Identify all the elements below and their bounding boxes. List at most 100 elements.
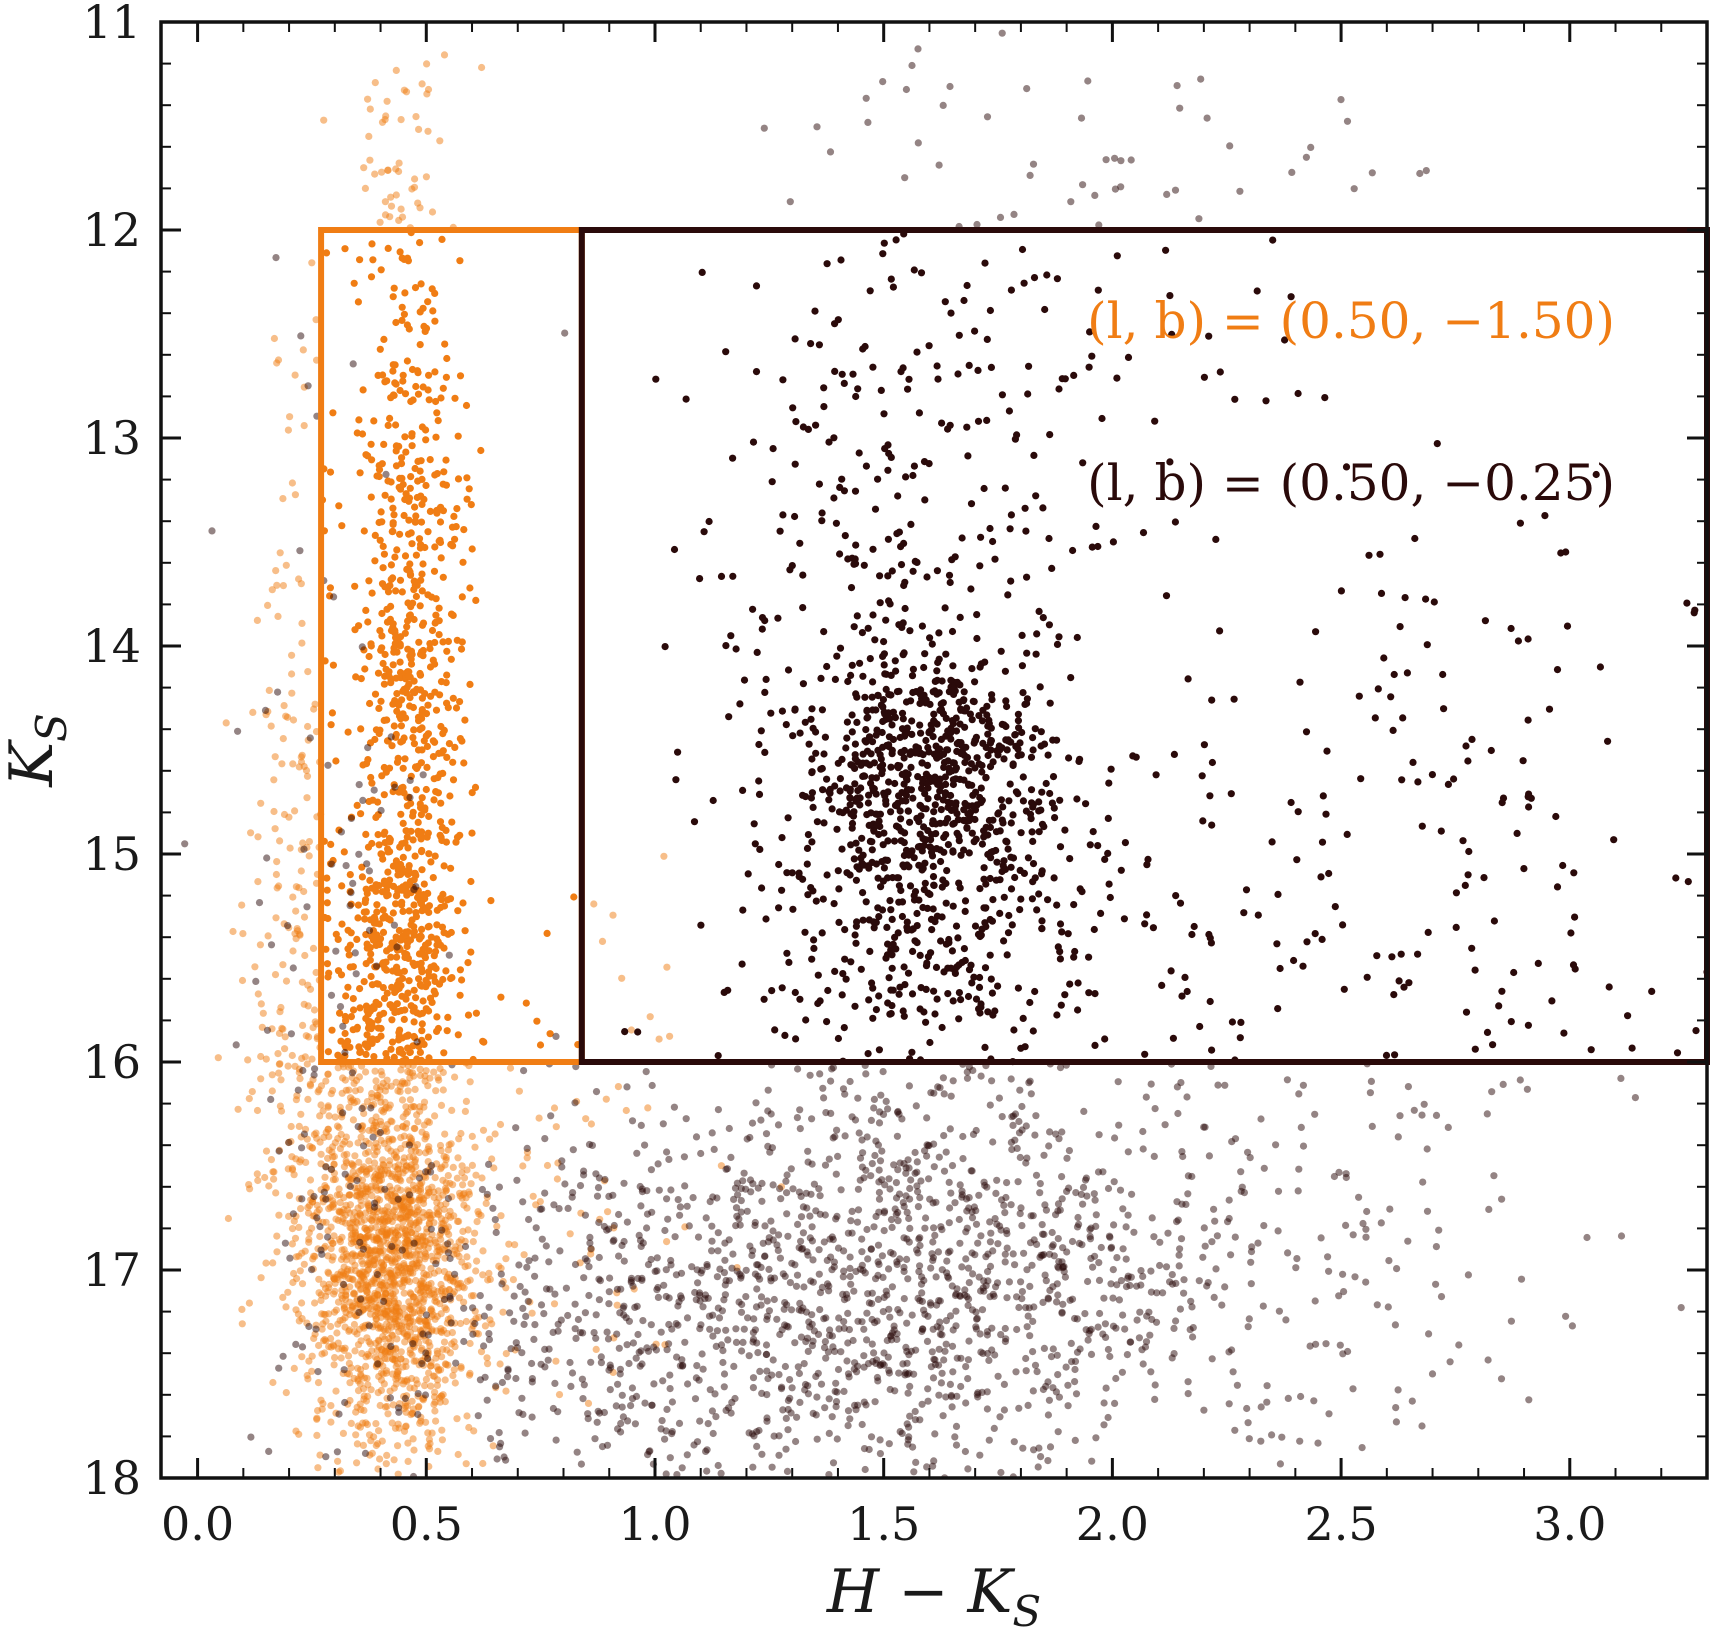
data-point (373, 908, 381, 916)
data-point (793, 1114, 802, 1122)
data-point (906, 882, 915, 890)
data-point (841, 955, 849, 963)
data-point (830, 434, 838, 442)
data-point (390, 391, 398, 399)
data-point (353, 1025, 361, 1033)
data-point (846, 794, 854, 802)
data-point (298, 1299, 306, 1307)
data-point (406, 560, 414, 568)
data-point (887, 671, 895, 680)
data-point (465, 485, 473, 493)
data-point (1054, 1428, 1062, 1436)
data-point (762, 1341, 771, 1349)
data-point (989, 816, 997, 824)
data-point (374, 669, 383, 677)
data-point (483, 1354, 491, 1362)
data-point (914, 1188, 922, 1196)
data-point (323, 960, 331, 968)
data-point (899, 364, 907, 372)
data-point (439, 507, 447, 515)
data-point (1053, 1011, 1061, 1019)
data-point (1058, 1128, 1066, 1136)
data-point (409, 1153, 417, 1161)
data-point (877, 755, 885, 763)
data-point (820, 628, 828, 636)
data-point (425, 1118, 433, 1126)
data-point (838, 845, 846, 853)
data-point (377, 1121, 385, 1129)
data-point (949, 662, 957, 670)
data-point (439, 1326, 448, 1334)
data-point (964, 1301, 972, 1309)
data-point (437, 894, 445, 902)
data-point (661, 1435, 669, 1443)
data-point (838, 991, 846, 999)
data-point (791, 460, 799, 468)
data-point (954, 370, 962, 378)
data-point (1018, 728, 1026, 737)
data-point (443, 1346, 451, 1354)
data-point (282, 561, 290, 569)
data-point (977, 1000, 985, 1008)
data-point (978, 768, 986, 776)
data-point (643, 1224, 651, 1232)
data-point (339, 1074, 347, 1082)
data-point (1036, 683, 1044, 691)
data-point (327, 1322, 335, 1331)
data-point (918, 622, 927, 630)
data-point (775, 1451, 783, 1459)
data-point (325, 1269, 333, 1277)
data-point (403, 1213, 411, 1221)
data-point (316, 1138, 324, 1146)
data-point (597, 1359, 606, 1367)
data-point (904, 385, 912, 393)
data-point (799, 571, 807, 579)
data-point (962, 1399, 970, 1407)
data-point (389, 293, 397, 301)
data-point (401, 839, 409, 847)
data-point (435, 617, 443, 625)
data-point (871, 1398, 879, 1406)
data-point (376, 345, 384, 353)
data-point (301, 1247, 309, 1255)
data-point (896, 807, 904, 815)
data-point (817, 1380, 826, 1388)
data-point (276, 837, 284, 845)
data-point (953, 963, 961, 971)
data-point (832, 519, 841, 527)
data-point (663, 963, 671, 971)
data-point (238, 1320, 246, 1328)
data-point (961, 799, 969, 808)
data-point (362, 606, 370, 615)
data-point (833, 1435, 841, 1443)
data-point (1014, 710, 1023, 718)
data-point (929, 1374, 938, 1382)
data-point (314, 1407, 322, 1415)
data-point (776, 1185, 784, 1193)
data-point (948, 947, 957, 955)
data-point (674, 1196, 682, 1204)
data-point (449, 542, 457, 550)
data-point (871, 505, 880, 513)
data-point (361, 184, 369, 192)
data-point (1007, 885, 1016, 893)
data-point (359, 386, 367, 394)
data-point (377, 1313, 385, 1321)
data-point (1039, 614, 1047, 622)
data-point (957, 750, 965, 758)
data-point (799, 791, 807, 799)
data-point (869, 678, 877, 686)
data-point (757, 727, 765, 735)
data-point (709, 796, 717, 805)
data-point (315, 1341, 323, 1350)
data-point (705, 517, 713, 526)
data-point (965, 966, 974, 974)
data-point (305, 1235, 313, 1243)
data-point (957, 1382, 965, 1391)
data-point (825, 438, 833, 446)
data-point (400, 1318, 408, 1326)
data-point (348, 1303, 356, 1312)
data-point (312, 316, 320, 324)
data-point (434, 774, 442, 782)
data-point (893, 688, 902, 696)
